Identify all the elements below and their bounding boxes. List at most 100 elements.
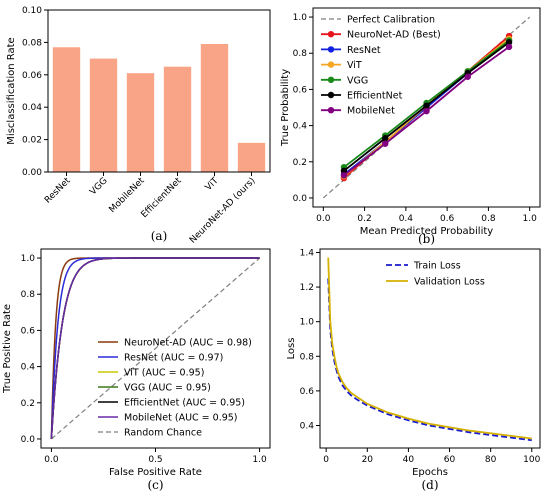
y-tick-label: 0.6 <box>300 387 315 397</box>
x-tick-label: 0.0 <box>316 214 331 224</box>
series-point-5-0 <box>340 172 348 179</box>
series-point-5-4 <box>505 43 513 51</box>
y-axis-label: Misclassification Rate <box>6 37 17 144</box>
y-tick-label: 0.4 <box>293 122 308 132</box>
y-tick-label: 0.0 <box>293 194 308 204</box>
plot-frame <box>47 9 271 173</box>
panel-label: (a) <box>151 229 168 243</box>
x-axis-label: Epochs <box>412 467 448 478</box>
bar-1 <box>89 58 118 172</box>
legend-label-3: VGG <box>347 75 368 86</box>
series-point-4-2 <box>423 102 430 109</box>
legend-label-reference: Perfect Calibration <box>347 15 435 26</box>
x-tick-label: 100 <box>523 455 540 465</box>
x-tick-label: 0.4 <box>399 214 414 224</box>
legend-marker-1 <box>327 46 335 53</box>
y-tick-label: 0.08 <box>22 38 42 48</box>
legend-marker-0 <box>327 31 335 38</box>
y-axis-label: True Probability <box>280 69 291 147</box>
x-tick-label: 0 <box>323 455 329 465</box>
panel-label: (b) <box>418 232 435 246</box>
legend-label-4: EfficientNet <box>347 91 403 102</box>
bar-0 <box>52 47 81 173</box>
legend-label-1: ResNet (AUC = 0.97) <box>124 353 223 364</box>
legend-marker-4 <box>327 91 335 99</box>
x-tick-label: 40 <box>403 455 415 465</box>
x-axis-label: Mean Predicted Probability <box>360 226 493 237</box>
y-tick-label: 0.8 <box>293 49 308 59</box>
x-tick-label: 0.2 <box>357 214 371 224</box>
x-category-label: ResNet <box>43 176 73 206</box>
y-tick-label: 1.4 <box>300 248 315 258</box>
series-point-5-2 <box>423 107 430 115</box>
x-category-label: MobileNet <box>107 176 146 215</box>
loss-curve-0 <box>327 278 532 442</box>
y-axis-label: Loss <box>286 338 297 360</box>
loss-curve-1 <box>327 257 532 440</box>
x-category-label: EfficientNet <box>139 176 183 220</box>
plot-frame <box>319 248 541 449</box>
series-point-4-0 <box>340 167 348 175</box>
series-point-5-1 <box>382 140 389 147</box>
x-category-label: ViT <box>204 176 221 193</box>
panel-label: (d) <box>421 478 438 492</box>
x-tick-label: 60 <box>444 455 456 465</box>
y-tick-label: 0.2 <box>21 399 35 409</box>
y-tick-label: 0.04 <box>22 103 42 113</box>
y-tick-label: 0.02 <box>22 136 42 146</box>
legend-label-1: ResNet <box>347 45 381 56</box>
series-point-4-1 <box>382 135 389 142</box>
chart-c-roc: NeuroNet-AD (AUC = 0.98) ResNet (AUC = 0.… <box>2 248 271 492</box>
x-tick-label: 1.0 <box>523 214 538 224</box>
chart-d-loss: Train Loss Validation Loss 0.4 0.6 0.8 1.0 1.2… <box>286 248 541 492</box>
series-point-5-3 <box>464 73 471 80</box>
plot-frame <box>312 7 541 208</box>
x-tick-label: 0.6 <box>440 214 455 224</box>
y-tick-label: 0.00 <box>22 168 42 178</box>
legend-label-2: ViT <box>347 60 362 71</box>
y-tick-label: 0.0 <box>21 435 36 445</box>
legend-label-5: MobileNet (AUC = 0.95) <box>124 413 238 424</box>
legend-marker-5 <box>327 107 335 114</box>
chart-b-calibration: Perfect Calibration NeuroNet-AD (Best) Res… <box>280 7 541 246</box>
legend-label-0: NeuroNet-AD (AUC = 0.98) <box>124 338 252 349</box>
panel-label: (c) <box>147 478 163 492</box>
y-tick-label: 1.0 <box>300 318 315 328</box>
y-axis-label: True Positive Rate <box>2 304 13 394</box>
legend-label-2: ViT (AUC = 0.95) <box>124 368 204 379</box>
legend-label-4: EfficientNet (AUC = 0.95) <box>124 398 245 409</box>
y-tick-label: 1.0 <box>293 13 308 23</box>
x-category-label: NeuroNet-AD (ours) <box>188 176 258 246</box>
x-tick-label: 0.8 <box>481 214 496 224</box>
x-tick-label: 0.0 <box>44 455 59 465</box>
bar-3 <box>163 66 192 172</box>
bar-2 <box>126 73 155 172</box>
y-tick-label: 0.06 <box>22 71 42 81</box>
x-tick-label: 20 <box>362 455 374 465</box>
bar-5 <box>237 142 266 172</box>
y-tick-label: 0.6 <box>293 85 308 95</box>
y-tick-label: 0.6 <box>21 326 36 336</box>
y-tick-label: 0.4 <box>300 422 315 432</box>
roc-curve-5 <box>50 257 260 439</box>
y-tick-label: 1.0 <box>21 254 36 264</box>
y-tick-label: 0.10 <box>22 6 42 16</box>
series-point-4-4 <box>505 39 513 46</box>
x-category-label: VGG <box>88 176 109 197</box>
legend-label-0: Train Loss <box>413 261 461 272</box>
x-axis-label: False Positive Rate <box>109 467 202 478</box>
legend-label-3: VGG (AUC = 0.95) <box>124 383 211 394</box>
y-tick-label: 0.8 <box>300 352 315 362</box>
x-tick-label: 0.5 <box>148 455 162 465</box>
random-chance-line <box>51 257 260 440</box>
y-tick-label: 0.2 <box>293 158 307 168</box>
x-tick-label: 1.0 <box>252 455 267 465</box>
y-tick-label: 0.8 <box>21 290 36 300</box>
y-tick-label: 1.2 <box>300 283 314 293</box>
legend-label-0: NeuroNet-AD (Best) <box>347 30 441 41</box>
legend-label-reference: Random Chance <box>124 428 202 439</box>
x-tick-label: 80 <box>485 455 497 465</box>
legend-label-5: MobileNet <box>347 106 395 117</box>
legend-label-1: Validation Loss <box>414 277 485 288</box>
